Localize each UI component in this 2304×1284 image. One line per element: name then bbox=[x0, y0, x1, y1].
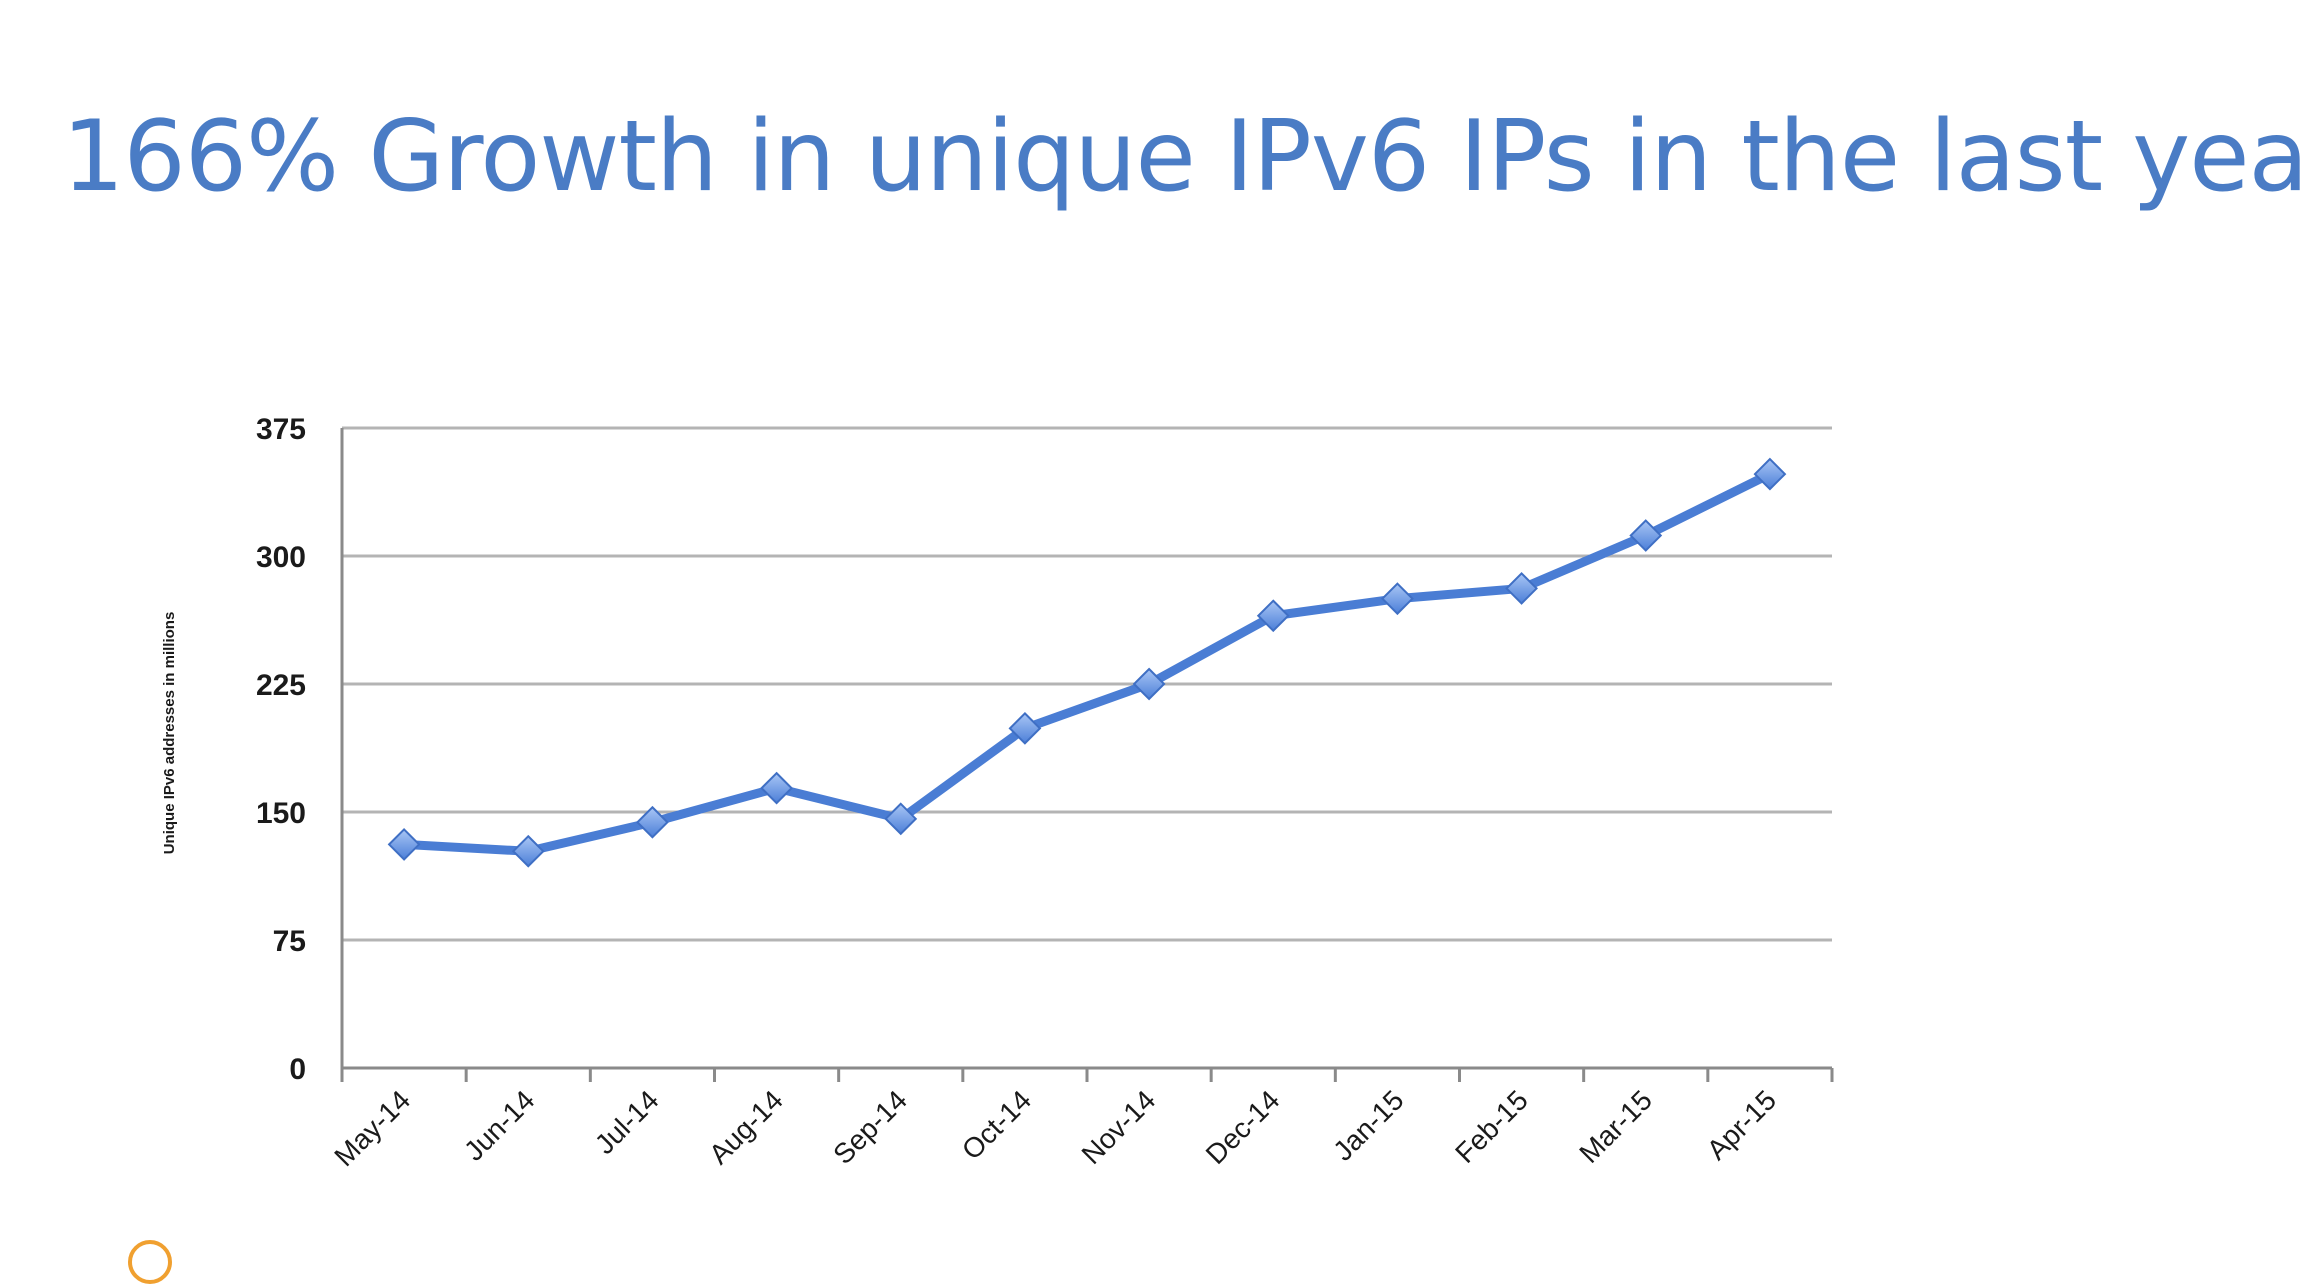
data-point-marker bbox=[884, 802, 918, 836]
data-point-marker bbox=[636, 805, 669, 839]
gridlines bbox=[342, 426, 1832, 942]
y-tick-label: 225 bbox=[256, 669, 306, 702]
line-chart: 0 75 150 225 300 375 May-14 Jun-14 Jul-14 Aug-14… bbox=[161, 413, 1834, 1172]
series-line bbox=[399, 469, 1775, 856]
x-tick-labels: May-14 Jun-14 Jul-14 Aug-14 Sep-14 Oct-14 Nov-… bbox=[328, 1084, 1782, 1172]
data-point-marker bbox=[1505, 572, 1538, 605]
data-point-marker bbox=[1256, 599, 1290, 633]
logo-mark-icon bbox=[128, 1240, 172, 1284]
data-point-marker bbox=[1629, 519, 1663, 552]
x-tick-label: Apr-15 bbox=[1701, 1084, 1782, 1165]
x-tick-label: Feb-15 bbox=[1449, 1084, 1534, 1169]
y-tick-label: 300 bbox=[256, 541, 306, 574]
x-tick-label: Oct-14 bbox=[956, 1084, 1037, 1165]
data-point-marker bbox=[1008, 711, 1042, 745]
x-tick-label: Dec-14 bbox=[1200, 1084, 1286, 1170]
x-tick-label: Jul-14 bbox=[589, 1084, 665, 1160]
y-tick-label: 375 bbox=[256, 413, 306, 446]
axes bbox=[340, 428, 1834, 1082]
y-tick-label: 0 bbox=[289, 1053, 306, 1086]
x-tick-label: Mar-15 bbox=[1573, 1084, 1658, 1169]
data-point-marker bbox=[511, 834, 545, 868]
series-layer bbox=[387, 457, 1787, 868]
page-title: 166% Growth in unique IPv6 IPs in the la… bbox=[62, 100, 2304, 214]
x-tick-label: Sep-14 bbox=[827, 1084, 913, 1170]
data-point-marker bbox=[760, 771, 793, 805]
y-tick-labels: 0 75 150 225 300 375 bbox=[256, 413, 306, 1086]
data-point-marker bbox=[1132, 667, 1166, 701]
y-axis-label: Unique IPv6 addresses in millions bbox=[161, 612, 178, 855]
data-point-marker bbox=[1753, 457, 1787, 491]
y-tick-label: 150 bbox=[256, 797, 306, 830]
x-tick-label: Aug-14 bbox=[703, 1084, 789, 1170]
x-tick-label: Jan-15 bbox=[1327, 1084, 1409, 1166]
x-tick-label: May-14 bbox=[328, 1084, 416, 1172]
x-tick-label: Jun-14 bbox=[458, 1084, 540, 1166]
x-tick-label: Nov-14 bbox=[1076, 1084, 1162, 1170]
data-point-marker bbox=[387, 828, 421, 861]
data-point-marker bbox=[1381, 582, 1414, 616]
y-tick-label: 75 bbox=[273, 925, 306, 958]
